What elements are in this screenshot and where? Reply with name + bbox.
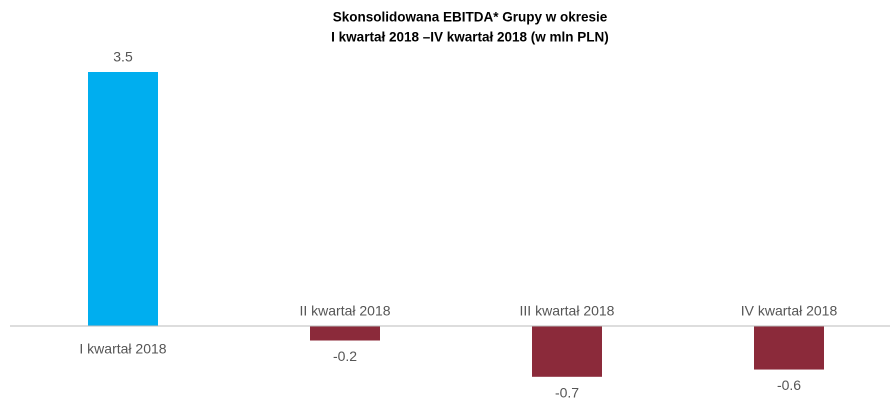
bar [88, 72, 158, 326]
category-label: II kwartał 2018 [299, 303, 390, 319]
bar [532, 326, 602, 377]
bar [754, 326, 824, 370]
category-label: IV kwartał 2018 [741, 303, 838, 319]
data-label: 3.5 [113, 49, 133, 65]
chart-title: I kwartał 2018 –IV kwartał 2018 (w mln P… [331, 30, 609, 45]
bar [310, 326, 380, 341]
chart-title: Skonsolidowana EBITDA* Grupy w okresie [333, 10, 608, 25]
data-label: -0.2 [333, 348, 357, 364]
category-label: III kwartał 2018 [520, 303, 615, 319]
category-label: I kwartał 2018 [79, 341, 166, 357]
data-label: -0.6 [777, 377, 801, 393]
data-label: -0.7 [555, 385, 579, 401]
